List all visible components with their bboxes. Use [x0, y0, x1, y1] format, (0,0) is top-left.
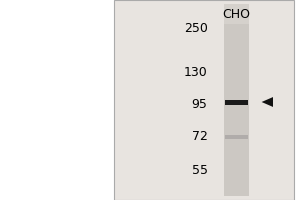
- Text: 250: 250: [184, 22, 208, 36]
- Text: 55: 55: [192, 164, 208, 178]
- Bar: [114, 0, 294, 200]
- Bar: [225, 99, 248, 104]
- Text: 95: 95: [192, 98, 208, 110]
- Polygon shape: [262, 97, 273, 107]
- Bar: [224, 4, 249, 24]
- Bar: [225, 135, 248, 139]
- Text: CHO: CHO: [222, 8, 250, 21]
- Bar: [224, 4, 249, 196]
- Text: 130: 130: [184, 66, 208, 79]
- Text: 72: 72: [192, 130, 208, 144]
